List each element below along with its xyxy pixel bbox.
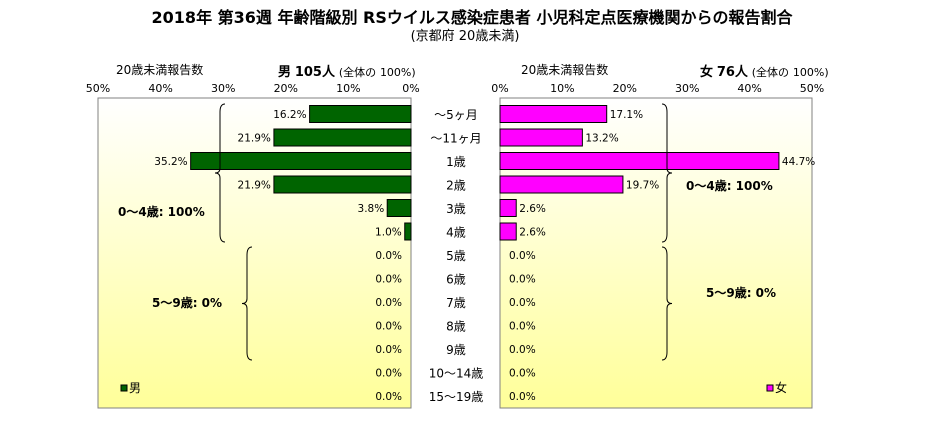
left-axis-tick-label: 50% xyxy=(86,82,110,95)
left-header-count: 105人 xyxy=(294,65,335,80)
left-annotation-5-9: 5～9歳: 0% xyxy=(152,295,222,310)
chart-subtitle: (京都府 20歳未満) xyxy=(410,29,520,44)
male-bar xyxy=(273,128,412,147)
male-legend-label: 男 xyxy=(129,381,141,395)
male-data-label: 0.0% xyxy=(375,368,402,380)
category-label: 10～14歳 xyxy=(429,367,484,381)
category-label: 5歳 xyxy=(446,249,466,263)
female-data-label: 0.0% xyxy=(509,368,536,380)
category-label: 9歳 xyxy=(446,343,466,357)
category-label: ～11ヶ月 xyxy=(430,132,481,146)
female-data-label: 13.2% xyxy=(585,133,618,145)
female-data-label: 19.7% xyxy=(626,180,659,192)
female-data-label: 17.1% xyxy=(610,109,643,121)
category-label: 15～19歳 xyxy=(429,390,484,404)
category-label: 7歳 xyxy=(446,296,466,310)
female-bar xyxy=(499,105,608,123)
left-brace-0-4 xyxy=(214,103,226,243)
female-legend-swatch xyxy=(766,384,774,392)
category-label: 4歳 xyxy=(446,226,466,240)
female-data-label: 0.0% xyxy=(509,344,536,356)
left-annotation-0-4: 0～4歳: 100% xyxy=(118,204,205,219)
category-label: ～5ヶ月 xyxy=(434,108,478,122)
male-data-label: 0.0% xyxy=(375,321,402,333)
female-data-label: 0.0% xyxy=(509,321,536,333)
right-header-summary: 女 76人 (全体の 100%) xyxy=(700,61,829,80)
category-label: 8歳 xyxy=(446,320,466,334)
right-axis-tick-label: 50% xyxy=(800,82,824,95)
left-axis-tick-label: 40% xyxy=(148,82,172,95)
left-header-note: (全体の xyxy=(338,66,377,79)
female-data-label: 0.0% xyxy=(509,274,536,286)
male-bar xyxy=(404,222,412,241)
male-data-label: 21.9% xyxy=(238,133,271,145)
female-data-label: 0.0% xyxy=(509,297,536,309)
male-bar xyxy=(386,199,412,217)
category-label: 1歳 xyxy=(446,155,466,169)
left-axis-tick-label: 20% xyxy=(274,82,298,95)
left-plot-area xyxy=(97,97,412,409)
right-axis-tick-label: 30% xyxy=(675,82,699,95)
male-legend-swatch xyxy=(120,384,128,392)
right-brace-0-4 xyxy=(661,103,673,243)
left-brace-5-9 xyxy=(241,246,253,361)
male-data-label: 0.0% xyxy=(375,391,402,403)
left-axis-tick-label: 0% xyxy=(402,82,419,95)
right-axis-tick-label: 0% xyxy=(491,82,508,95)
left-axis-tick-label: 10% xyxy=(336,82,360,95)
male-data-label: 0.0% xyxy=(375,297,402,309)
right-brace-5-9 xyxy=(661,246,673,361)
female-bar xyxy=(499,128,583,147)
category-label: 6歳 xyxy=(446,273,466,287)
female-bar xyxy=(499,199,517,217)
chart-title: 2018年 第36週 年齢階級別 RSウイルス感染症患者 小児科定点医療機関から… xyxy=(151,8,793,27)
male-data-label: 21.9% xyxy=(238,180,271,192)
female-data-label: 0.0% xyxy=(509,391,536,403)
left-header-label: 20歳未満報告数 xyxy=(116,63,204,77)
right-header-note: (全体の xyxy=(751,66,790,79)
category-label: 2歳 xyxy=(446,179,466,193)
male-data-label: 0.0% xyxy=(375,250,402,262)
right-annotation-5-9: 5～9歳: 0% xyxy=(706,285,776,300)
right-axis-tick-label: 20% xyxy=(613,82,637,95)
left-header-pct: 100%) xyxy=(379,66,416,79)
right-header-pct: 100%) xyxy=(792,66,829,79)
female-bar xyxy=(499,222,517,241)
male-data-label: 16.2% xyxy=(273,109,306,121)
female-data-label: 0.0% xyxy=(509,250,536,262)
male-bar xyxy=(273,175,412,194)
left-header-sex: 男 xyxy=(278,65,292,80)
right-header-sex: 女 xyxy=(700,65,714,80)
female-data-label: 2.6% xyxy=(519,203,546,215)
category-label: 3歳 xyxy=(446,202,466,216)
male-data-label: 1.0% xyxy=(375,227,402,239)
left-axis-tick-label: 30% xyxy=(211,82,235,95)
right-annotation-0-4: 0～4歳: 100% xyxy=(686,178,773,193)
female-bar xyxy=(499,152,780,170)
male-data-label: 0.0% xyxy=(375,274,402,286)
right-header-label: 20歳未満報告数 xyxy=(521,63,609,77)
right-header-count: 76人 xyxy=(716,65,748,80)
male-bar xyxy=(309,105,412,123)
right-axis-tick-label: 40% xyxy=(737,82,761,95)
female-data-label: 44.7% xyxy=(782,156,815,168)
female-legend-label: 女 xyxy=(775,380,787,395)
male-data-label: 0.0% xyxy=(375,344,402,356)
right-plot-area xyxy=(499,97,813,409)
male-data-label: 35.2% xyxy=(154,156,187,168)
left-header-summary: 男 105人 (全体の 100%) xyxy=(278,61,416,80)
male-bar xyxy=(190,152,412,170)
female-data-label: 2.6% xyxy=(519,227,546,239)
female-bar xyxy=(499,175,624,194)
right-axis-tick-label: 10% xyxy=(550,82,574,95)
male-data-label: 3.8% xyxy=(358,203,385,215)
